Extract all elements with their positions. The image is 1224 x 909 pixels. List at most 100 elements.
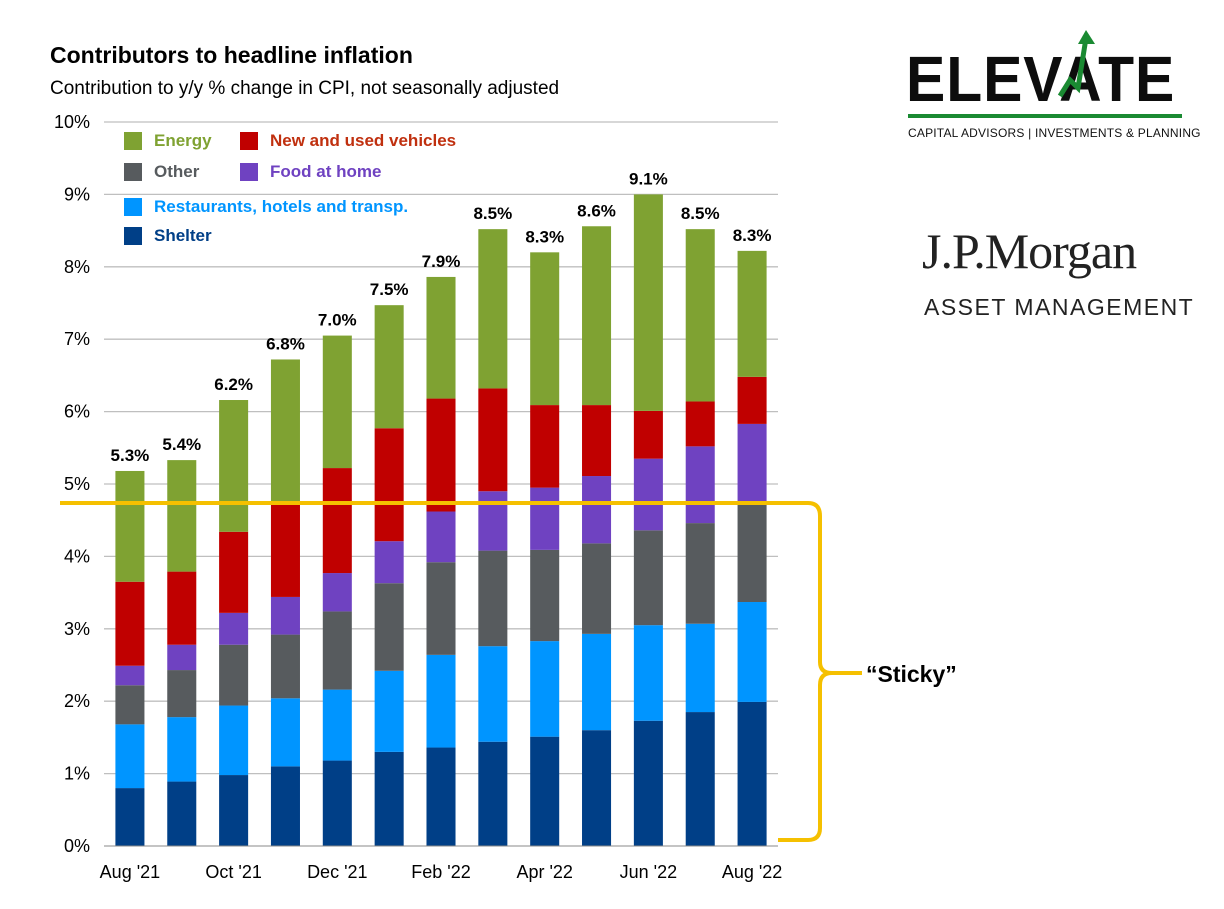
bar-segment	[167, 460, 197, 572]
bar-segment	[167, 670, 197, 718]
y-tick-label: 4%	[64, 546, 90, 566]
y-axis-ticks: 0% 1% 2% 3% 4% 5% 6% 7% 8% 9% 10%	[54, 112, 90, 856]
y-tick-label: 2%	[64, 691, 90, 711]
legend-label-shelter: Shelter	[154, 226, 212, 245]
bar-segment	[115, 581, 145, 666]
bar-segment	[478, 646, 508, 742]
total-label: 8.3%	[733, 226, 772, 245]
bar-segment	[530, 487, 560, 550]
legend-label-restaurants: Restaurants, hotels and transp.	[154, 197, 409, 216]
x-tick-label: Jun '22	[620, 862, 677, 882]
legend-label-food: Food at home	[270, 162, 382, 181]
bar-segment	[426, 654, 456, 748]
bar-segment	[478, 388, 508, 492]
bar-segment	[426, 398, 456, 512]
total-label: 8.3%	[525, 227, 564, 246]
legend-swatch-vehicles	[240, 132, 258, 150]
bar-segment	[478, 550, 508, 647]
bar-segment	[737, 602, 767, 702]
bar-segment	[633, 458, 663, 531]
bar-segment	[633, 720, 663, 846]
bar-segment	[374, 541, 404, 584]
y-tick-label: 7%	[64, 329, 90, 349]
bar-segment	[633, 625, 663, 721]
x-axis-ticks: Aug '21 Oct '21 Dec '21 Feb '22 Apr '22 Jun '…	[100, 862, 783, 882]
bar-segment	[167, 781, 197, 846]
bar-segment	[374, 305, 404, 429]
legend-item-restaurants: Restaurants, hotels and transp.	[124, 196, 408, 218]
total-label: 7.9%	[422, 252, 461, 271]
bar-segment	[478, 491, 508, 551]
legend-swatch-other	[124, 163, 142, 181]
bar-segment	[633, 410, 663, 459]
sticky-annotation: “Sticky”	[866, 661, 957, 687]
bar-segment	[374, 583, 404, 671]
bar-segment	[374, 751, 404, 846]
bar-segment	[270, 698, 300, 767]
bar-segment	[582, 633, 612, 731]
legend-item-food: Food at home	[240, 161, 381, 183]
total-label: 5.3%	[111, 446, 150, 465]
bar-segment	[530, 549, 560, 642]
x-tick-label: Aug '22	[722, 862, 783, 882]
bar-segment	[582, 543, 612, 634]
total-label: 6.2%	[214, 375, 253, 394]
sticky-brace	[778, 501, 862, 842]
y-tick-label: 0%	[64, 836, 90, 856]
bar-segment	[426, 511, 456, 563]
bar-segment	[478, 741, 508, 846]
y-tick-label: 1%	[64, 764, 90, 784]
bar-segment	[685, 712, 715, 846]
bar-segment	[322, 760, 352, 846]
jpmorgan-logo-name: J.P.Morgan	[922, 223, 1137, 279]
total-label: 8.5%	[473, 204, 512, 223]
bar-segment	[685, 229, 715, 402]
y-tick-label: 6%	[64, 402, 90, 422]
x-tick-label: Apr '22	[516, 862, 572, 882]
total-label: 7.0%	[318, 311, 357, 330]
bar-segment	[530, 405, 560, 488]
bar-segment	[478, 229, 508, 389]
bar-segment	[685, 523, 715, 624]
bar-segment	[530, 252, 560, 406]
y-tick-label: 9%	[64, 184, 90, 204]
bar-segment	[685, 623, 715, 713]
bar-segment	[322, 689, 352, 761]
elevate-arrow-icon	[1057, 30, 1095, 98]
total-labels: 5.3% 5.4% 6.2% 6.8% 7.0% 7.5% 7.9% 8.5% 8.3% 8.6%…	[111, 169, 772, 465]
legend-item-other: Other	[124, 161, 199, 183]
jpmorgan-logo-tagline: ASSET MANAGEMENT	[924, 294, 1195, 320]
chart-subtitle: Contribution to y/y % change in CPI, not…	[50, 78, 560, 99]
bar-segment	[530, 736, 560, 846]
bar-segment	[219, 705, 249, 776]
legend-item-vehicles: New and used vehicles	[240, 130, 456, 152]
bar-segment	[115, 685, 145, 725]
bar-segment	[322, 611, 352, 690]
bar-segment	[219, 775, 249, 846]
bar-segment	[582, 730, 612, 846]
bar-segment	[633, 530, 663, 626]
x-tick-label: Aug '21	[100, 862, 161, 882]
elevate-tagline: CAPITAL ADVISORS | INVESTMENTS & PLANNIN…	[908, 126, 1201, 140]
x-tick-label: Feb '22	[411, 862, 470, 882]
legend-swatch-restaurants	[124, 198, 142, 216]
bar-segment	[115, 470, 145, 582]
bar-segment	[582, 405, 612, 477]
bar-segment	[426, 562, 456, 655]
bar-segment	[219, 400, 249, 532]
bar-segment	[219, 531, 249, 613]
y-tick-label: 10%	[54, 112, 90, 132]
total-label: 8.5%	[681, 204, 720, 223]
bar-segment	[167, 571, 197, 645]
bar-segment	[685, 401, 715, 447]
total-label: 8.6%	[577, 201, 616, 220]
chart-title: Contributors to headline inflation	[50, 42, 413, 68]
bar-segment	[374, 670, 404, 752]
legend-item-energy: Energy	[124, 130, 212, 152]
bar-segment	[322, 335, 352, 469]
legend-label-other: Other	[154, 162, 200, 181]
legend-swatch-shelter	[124, 227, 142, 245]
legend-item-shelter: Shelter	[124, 225, 212, 247]
legend-swatch-food	[240, 163, 258, 181]
